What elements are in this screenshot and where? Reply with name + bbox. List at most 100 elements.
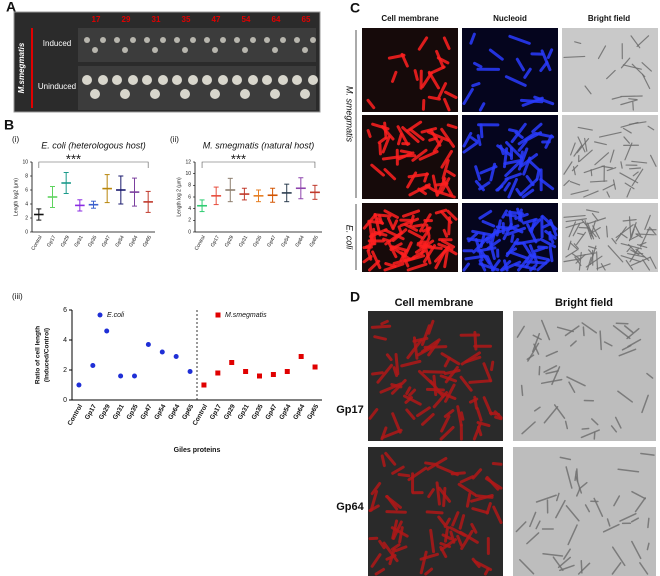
marker <box>215 370 221 376</box>
cell <box>407 172 430 179</box>
x-tick-label: Gp29 <box>224 234 235 248</box>
x-tick-label: Control <box>30 235 43 252</box>
y-tick-label: 4 <box>63 337 67 344</box>
cell <box>563 548 571 560</box>
column-header: Nucleoid <box>493 14 527 23</box>
cell <box>424 461 439 467</box>
cell <box>535 494 557 503</box>
cell <box>485 475 500 491</box>
strain-label: 35 <box>182 15 191 24</box>
cell <box>442 486 447 508</box>
cell <box>390 543 401 551</box>
cell <box>626 187 632 198</box>
x-tick-label: Control <box>67 403 85 427</box>
cell <box>563 55 586 59</box>
cell <box>377 136 387 145</box>
x-tick-label: Gp65 <box>306 403 320 421</box>
cell <box>469 32 476 45</box>
cell <box>593 497 604 517</box>
cell <box>482 362 493 383</box>
sub-label: (i) <box>12 135 19 144</box>
cell <box>446 123 458 130</box>
cell <box>391 519 399 540</box>
cell <box>576 488 581 497</box>
cell <box>476 421 491 428</box>
cell <box>399 217 420 227</box>
cell <box>563 179 570 187</box>
cell <box>629 235 638 241</box>
cell <box>459 475 475 484</box>
cell <box>419 213 432 233</box>
cell <box>443 249 449 269</box>
cell <box>543 365 558 373</box>
cell <box>398 526 404 544</box>
cell <box>432 138 443 153</box>
cell <box>590 169 593 177</box>
cell <box>435 182 449 187</box>
cell <box>598 131 622 138</box>
cell <box>596 263 611 270</box>
cell <box>397 473 411 478</box>
colony <box>158 75 168 85</box>
cell <box>383 209 399 219</box>
cell <box>627 252 646 258</box>
cell <box>639 241 647 246</box>
cell <box>580 429 600 439</box>
x-tick-label: Gp64 <box>167 403 181 421</box>
legend-label: E.coli <box>107 312 125 319</box>
cell <box>631 490 646 500</box>
cell <box>581 322 598 334</box>
cell <box>468 379 492 384</box>
cell <box>602 523 620 533</box>
cell <box>440 414 451 433</box>
cell <box>612 325 631 340</box>
cell <box>427 95 441 101</box>
cell <box>584 137 588 152</box>
marker <box>298 354 304 359</box>
cell <box>620 99 638 106</box>
cell <box>508 210 513 227</box>
colony <box>82 75 92 85</box>
cell <box>628 222 637 242</box>
colony <box>204 37 210 43</box>
cell <box>434 249 447 270</box>
cell <box>606 191 610 198</box>
cell <box>564 420 569 430</box>
cell <box>427 65 446 76</box>
colony <box>272 47 278 53</box>
cell <box>366 98 376 110</box>
cell <box>376 363 394 384</box>
cell <box>555 499 566 519</box>
x-tick-label: Gp64 <box>294 234 305 248</box>
cell <box>545 350 559 357</box>
y-tick-label: 2 <box>188 218 191 224</box>
colony <box>264 37 270 43</box>
cell <box>462 141 479 154</box>
cell <box>372 227 377 246</box>
cell <box>626 246 632 253</box>
cell <box>533 406 541 412</box>
cell <box>431 174 439 197</box>
micrograph <box>362 28 458 112</box>
cell <box>412 223 424 228</box>
cell <box>515 57 526 72</box>
y-tick-label: 10 <box>185 171 191 177</box>
cell <box>371 250 382 270</box>
cell <box>478 102 486 112</box>
cell <box>618 348 637 357</box>
cell <box>368 259 381 272</box>
cell <box>644 214 651 230</box>
micrograph <box>513 311 656 441</box>
cell <box>467 232 479 243</box>
colony <box>120 89 130 99</box>
cell <box>382 541 399 563</box>
cell <box>399 149 413 155</box>
cell <box>611 237 617 245</box>
row-label: E. coli <box>345 225 355 251</box>
cell <box>622 64 642 70</box>
cell <box>481 219 496 228</box>
cell <box>610 425 618 433</box>
cell <box>516 207 524 223</box>
cell <box>548 245 554 263</box>
cell <box>490 360 495 372</box>
